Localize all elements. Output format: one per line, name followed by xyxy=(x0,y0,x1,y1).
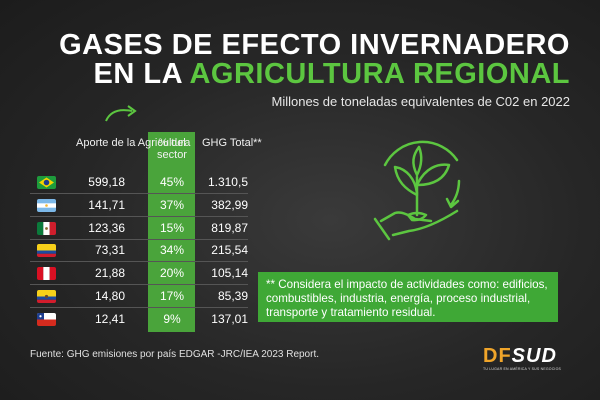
title-line-2: EN LA AGRICULTURA REGIONAL xyxy=(0,58,570,91)
ecuador-flag-icon xyxy=(37,290,56,303)
header-total: GHG Total** xyxy=(202,137,262,149)
table-row: 73,31 34% 215,54 xyxy=(0,243,260,261)
cell-total: 105,14 xyxy=(211,266,248,281)
plant-in-hand-icon xyxy=(373,140,461,241)
logo-text-sud: SUD xyxy=(511,345,557,367)
table-row: 141,71 37% 382,99 xyxy=(0,198,260,216)
peru-flag-icon xyxy=(37,267,56,281)
cell-aporte: 599,18 xyxy=(88,175,125,189)
cell-aporte: 141,71 xyxy=(88,197,125,212)
header-aporte: Aporte de la Agricultura xyxy=(76,137,191,149)
argentina-flag-icon xyxy=(37,198,56,212)
row-divider xyxy=(30,238,248,240)
row-divider xyxy=(30,307,248,308)
cell-total: 137,01 xyxy=(211,311,248,326)
mexico-flag-icon xyxy=(37,221,56,235)
cell-aporte: 73,31 xyxy=(94,243,125,258)
table-row: 14,80 17% 85,39 xyxy=(0,289,260,307)
dfsud-logo: DFSUD TU LUGAR EN AMÉRICA Y SUS NEGOCIOS xyxy=(483,346,563,371)
cell-total: 215,54 xyxy=(211,243,248,258)
chile-flag-icon xyxy=(37,312,56,326)
title-line-1: GASES DE EFECTO INVERNADERO xyxy=(59,29,570,61)
row-divider xyxy=(30,261,248,263)
row-divider xyxy=(30,193,248,194)
cell-pct: 17% xyxy=(159,289,185,303)
table-row: 123,36 15% 819,87 xyxy=(0,221,260,239)
cell-pct: 45% xyxy=(159,175,185,189)
cell-aporte: 14,80 xyxy=(94,289,125,303)
row-divider xyxy=(30,284,248,286)
table-row: 21,88 20% 105,14 xyxy=(0,266,260,284)
table-row: 12,41 9% 137,01 xyxy=(0,312,260,330)
cell-total: 382,99 xyxy=(211,197,248,212)
title-line-2-prefix: EN LA xyxy=(93,58,182,90)
cell-total: 819,87 xyxy=(211,220,248,235)
header-pct: % del sector xyxy=(157,137,187,161)
logo-mark: DFSUD xyxy=(483,346,563,366)
cell-pct: 37% xyxy=(159,197,185,212)
cell-aporte: 123,36 xyxy=(88,220,125,235)
curved-arrow-icon xyxy=(105,105,137,122)
cell-pct: 15% xyxy=(159,220,185,235)
cell-total: 85,39 xyxy=(217,289,248,303)
source-text: Fuente: GHG emisiones por país EDGAR -JR… xyxy=(30,349,320,360)
highlight-column xyxy=(148,132,195,332)
cell-pct: 34% xyxy=(159,243,185,258)
row-divider xyxy=(30,215,248,217)
colombia-flag-icon xyxy=(37,244,56,258)
footnote-box: ** Considera el impacto de actividades c… xyxy=(258,272,558,322)
title-line-2-highlight: AGRICULTURA REGIONAL xyxy=(189,58,570,90)
brazil-flag-icon xyxy=(37,176,56,189)
cell-aporte: 12,41 xyxy=(94,311,125,326)
logo-tagline: TU LUGAR EN AMÉRICA Y SUS NEGOCIOS xyxy=(483,367,562,371)
logo-text-df: DF xyxy=(483,345,512,367)
subtitle: Millones de toneladas equivalentes de C0… xyxy=(271,94,571,109)
cell-aporte: 21,88 xyxy=(94,266,125,281)
cell-pct: 20% xyxy=(159,266,185,281)
cell-pct: 9% xyxy=(163,311,181,326)
cell-total: 1.310,5 xyxy=(207,175,248,189)
table-row: 599,18 45% 1.310,5 xyxy=(0,175,260,193)
